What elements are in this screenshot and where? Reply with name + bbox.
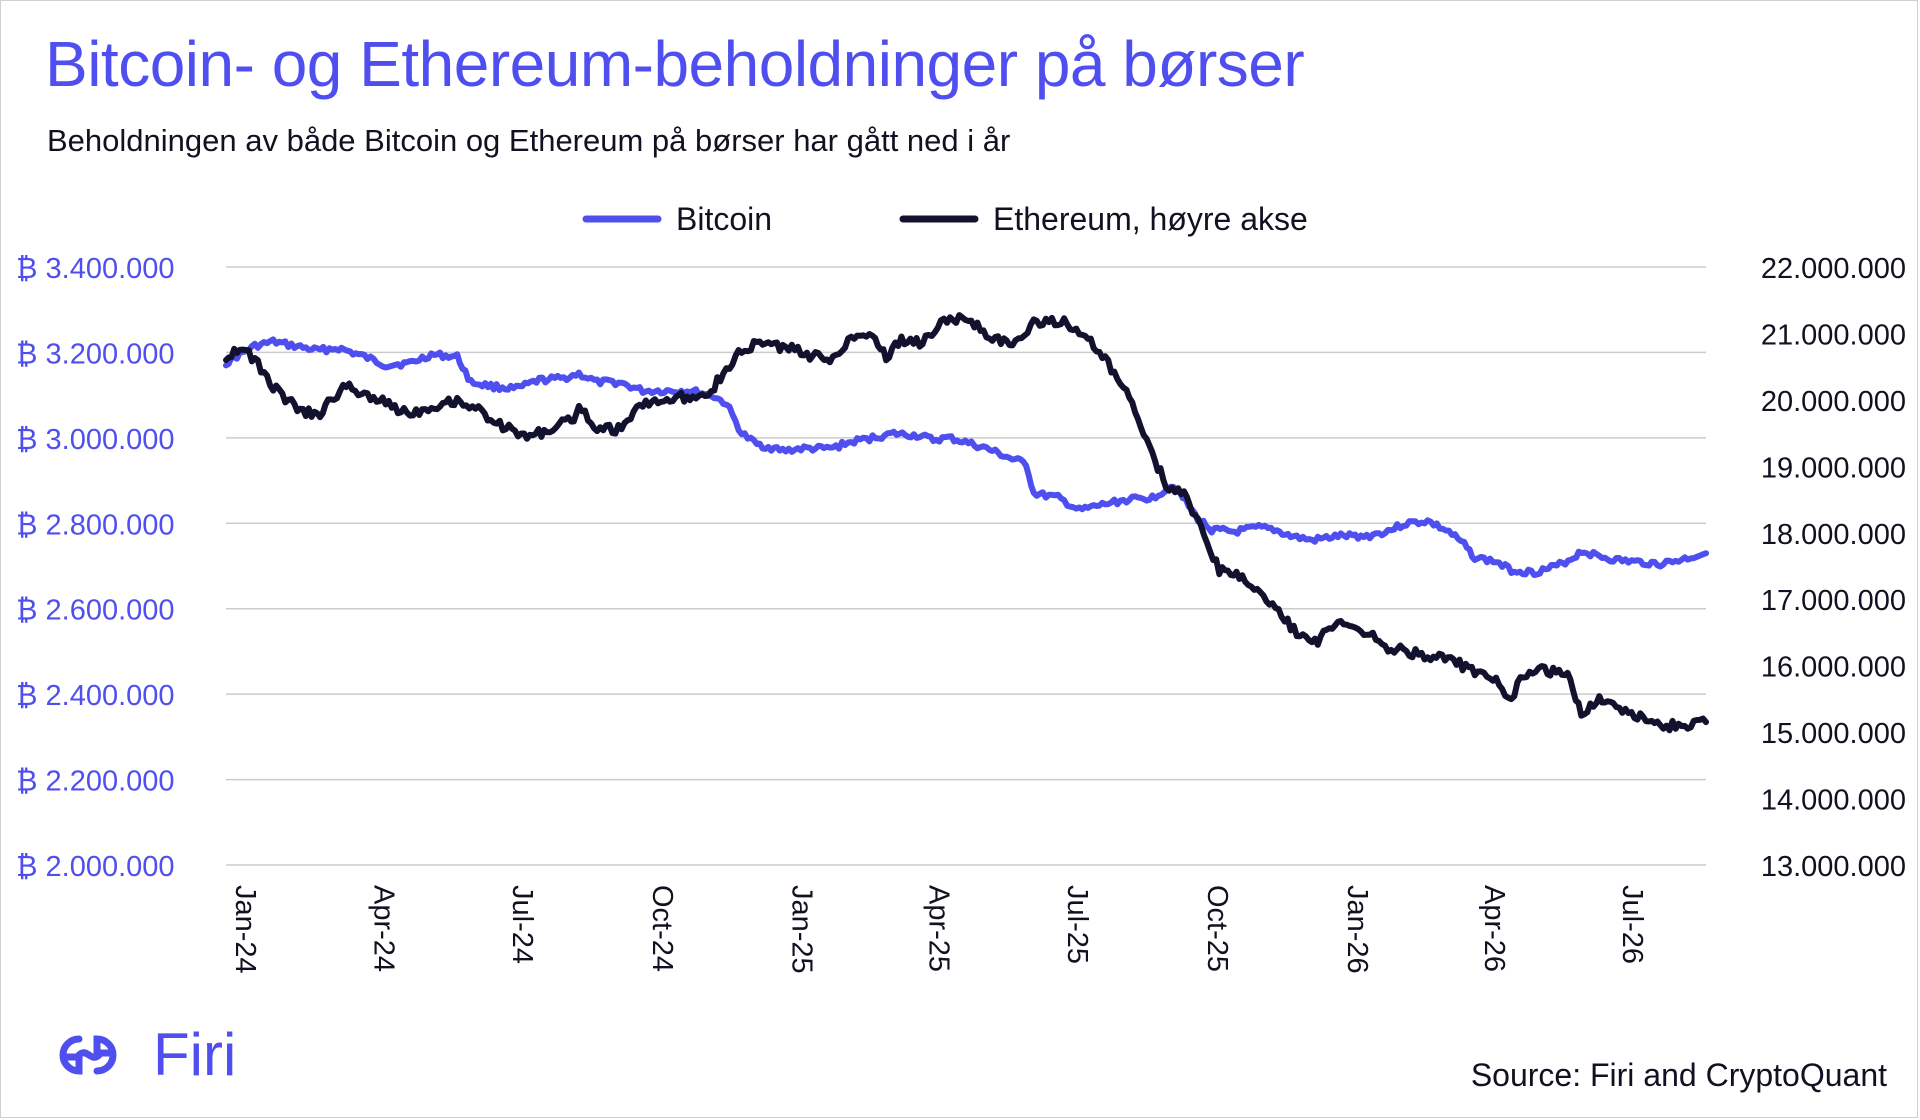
chart-title: Bitcoin- og Ethereum-beholdninger på bør… bbox=[45, 28, 1305, 100]
source-note: Source: Firi and CryptoQuant bbox=[1470, 1057, 1887, 1093]
bitcoin-series-line bbox=[223, 336, 1709, 579]
series-lines bbox=[223, 312, 1709, 734]
x-tick-label: Apr-25 bbox=[923, 885, 955, 972]
left-tick-label: ₿ 2.600.000 bbox=[16, 595, 175, 627]
x-tick-label: Jul-26 bbox=[1616, 885, 1648, 964]
firi-logo: Firi bbox=[39, 1025, 236, 1085]
ethereum-series-line bbox=[223, 312, 1709, 734]
x-tick-label: Jul-24 bbox=[506, 885, 538, 964]
right-tick-label: 14.000.000 bbox=[1761, 785, 1906, 817]
left-tick-label: ₿ 2.800.000 bbox=[16, 509, 175, 541]
left-tick-label: ₿ 2.400.000 bbox=[16, 680, 175, 712]
left-tick-label: ₿ 2.200.000 bbox=[16, 766, 175, 798]
right-tick-label: 15.000.000 bbox=[1761, 718, 1906, 750]
right-tick-label: 16.000.000 bbox=[1761, 652, 1906, 684]
right-tick-label: 17.000.000 bbox=[1761, 585, 1906, 617]
left-tick-label: ₿ 2.000.000 bbox=[16, 851, 175, 883]
x-tick-label: Jan-26 bbox=[1341, 885, 1373, 974]
firi-logo-icon bbox=[59, 1035, 117, 1075]
legend: Bitcoin Ethereum, høyre akse bbox=[582, 201, 1308, 237]
right-tick-label: 22.000.000 bbox=[1761, 253, 1906, 285]
right-tick-label: 13.000.000 bbox=[1761, 851, 1906, 883]
left-tick-label: ₿ 3.400.000 bbox=[16, 253, 175, 285]
legend-label-ethereum: Ethereum, høyre akse bbox=[993, 201, 1308, 237]
right-tick-label: 19.000.000 bbox=[1761, 452, 1906, 484]
right-tick-label: 18.000.000 bbox=[1761, 519, 1906, 551]
firi-logo-text: Firi bbox=[153, 1021, 237, 1088]
legend-label-bitcoin: Bitcoin bbox=[676, 201, 772, 237]
x-tick-label: Apr-26 bbox=[1478, 885, 1510, 972]
x-tick-label: Jan-24 bbox=[229, 885, 261, 974]
x-tick-label: Jul-25 bbox=[1061, 885, 1093, 964]
chart-subtitle: Beholdningen av både Bitcoin og Ethereum… bbox=[47, 123, 1011, 158]
right-tick-label: 21.000.000 bbox=[1761, 319, 1906, 351]
x-tick-label: Apr-24 bbox=[367, 885, 399, 972]
x-axis: Jan-24 Apr-24 Jul-24 Oct-24 Jan-25 Apr-25 Jul-… bbox=[229, 885, 1648, 974]
left-tick-label: ₿ 3.000.000 bbox=[16, 424, 175, 456]
left-axis: ₿ 3.400.000 ₿ 3.200.000 ₿ 3.000.000 ₿ 2.800… bbox=[16, 253, 175, 883]
right-axis: 22.000.000 21.000.000 20.000.000 19.000.000… bbox=[1761, 253, 1906, 883]
left-tick-label: ₿ 3.200.000 bbox=[16, 338, 175, 370]
right-tick-label: 20.000.000 bbox=[1761, 386, 1906, 418]
x-tick-label: Jan-25 bbox=[786, 885, 818, 974]
x-tick-label: Oct-25 bbox=[1201, 885, 1233, 972]
x-tick-label: Oct-24 bbox=[646, 885, 678, 972]
